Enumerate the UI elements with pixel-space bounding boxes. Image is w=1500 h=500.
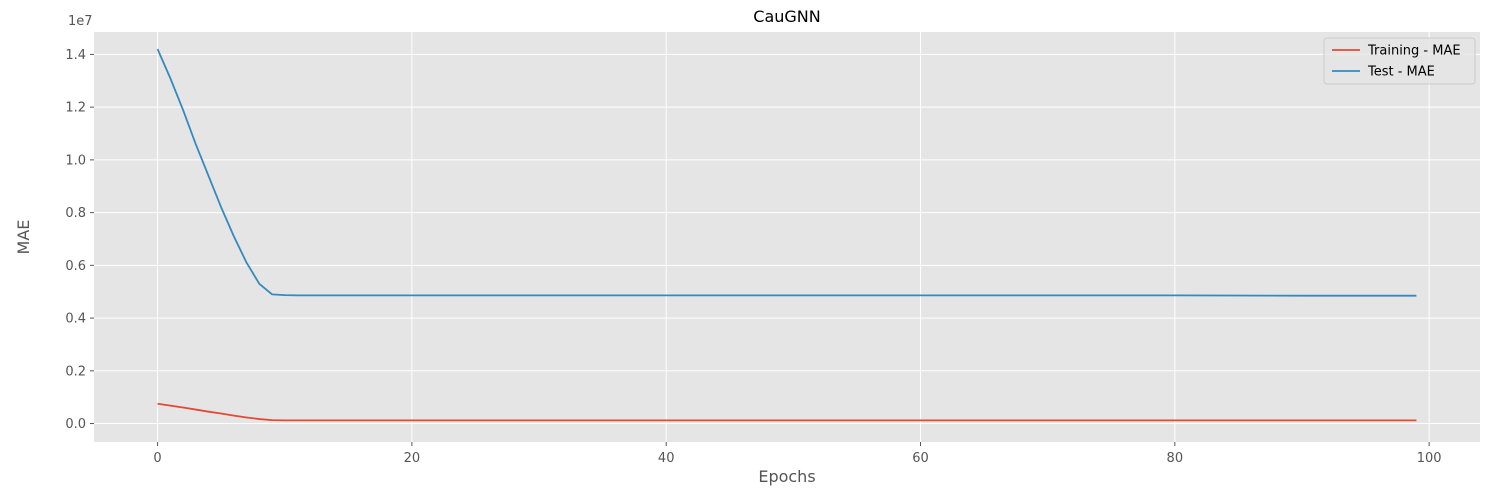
x-tick-label: 40 (658, 451, 675, 466)
x-tick-label: 0 (153, 451, 161, 466)
y-axis-offset-label: 1e7 (68, 14, 93, 29)
x-tick-label: 100 (1417, 451, 1442, 466)
legend-box (1323, 37, 1476, 85)
x-tick-label: 60 (912, 451, 929, 466)
grid-lines (94, 32, 1480, 442)
series-line-training-mae (157, 402, 1417, 422)
series-layer (156, 48, 1417, 422)
x-tick-label: 20 (404, 451, 421, 466)
plot-background (94, 32, 1480, 442)
y-tick-label: 0.0 (65, 417, 86, 432)
y-tick-label: 0.4 (65, 312, 86, 327)
x-axis-ticks: 0 20 40 60 80 100 (153, 442, 1442, 466)
legend-label: Training - MAE (1367, 44, 1461, 59)
legend: Training - MAE Test - MAE (1323, 37, 1476, 85)
x-tick-label: 80 (1167, 451, 1184, 466)
y-tick-label: 1.2 (65, 101, 86, 116)
legend-label: Test - MAE (1367, 65, 1435, 80)
y-axis-ticks: 0.0 0.2 0.4 0.6 0.8 1.0 1.2 1.4 (65, 48, 94, 432)
series-line-test-mae (156, 48, 1417, 297)
y-tick-label: 1.4 (65, 48, 86, 63)
y-axis-label: MAE (14, 220, 33, 255)
y-tick-label: 0.8 (65, 206, 86, 221)
chart-title: CauGNN (753, 7, 820, 26)
y-tick-label: 0.6 (65, 259, 86, 274)
y-tick-label: 1.0 (65, 153, 86, 168)
y-tick-label: 0.2 (65, 364, 86, 379)
x-axis-label: Epochs (758, 467, 815, 486)
